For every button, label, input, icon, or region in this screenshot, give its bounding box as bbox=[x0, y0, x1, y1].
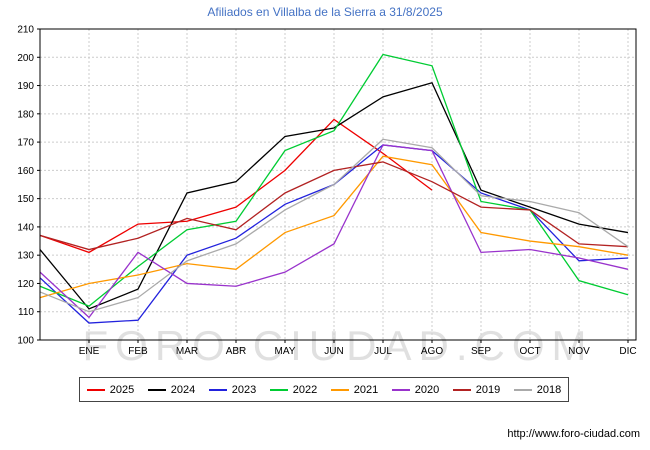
legend-label-2022: 2022 bbox=[292, 383, 318, 396]
y-tick-label: 190 bbox=[17, 81, 34, 92]
x-tick-label: AGO bbox=[421, 346, 443, 357]
series-line-2019 bbox=[39, 161, 629, 251]
x-tick-label: JUN bbox=[324, 346, 343, 357]
series-line-2025 bbox=[39, 118, 433, 254]
legend-swatch-2021 bbox=[330, 388, 349, 391]
chart-legend: 2025 2024 2023 2022 2021 2020 2019 2018 bbox=[79, 377, 569, 402]
series-line-2021 bbox=[39, 155, 629, 299]
legend-label-2020: 2020 bbox=[414, 383, 440, 396]
y-tick-label: 130 bbox=[17, 251, 34, 262]
legend-item-2023: 2023 bbox=[208, 383, 257, 396]
y-tick-label: 210 bbox=[17, 25, 34, 36]
legend-item-2020: 2020 bbox=[391, 383, 440, 396]
legend-label-2019: 2019 bbox=[475, 383, 501, 396]
y-tick-label: 170 bbox=[17, 138, 34, 149]
series-line-2022 bbox=[39, 53, 629, 307]
chart-title: Afiliados en Villalba de la Sierra a 31/… bbox=[207, 5, 443, 19]
series-line-2020 bbox=[39, 144, 629, 319]
legend-label-2018: 2018 bbox=[536, 383, 562, 396]
legend-item-2019: 2019 bbox=[452, 383, 501, 396]
legend-item-2021: 2021 bbox=[330, 383, 379, 396]
series-line-2018 bbox=[39, 138, 629, 313]
y-tick-label: 150 bbox=[17, 194, 34, 205]
y-tick-label: 140 bbox=[17, 222, 34, 233]
x-tick-label: NOV bbox=[568, 346, 590, 357]
y-tick-label: 120 bbox=[17, 279, 34, 290]
x-tick-label: ABR bbox=[226, 346, 247, 357]
x-tick-label: MAR bbox=[176, 346, 198, 357]
legend-label-2024: 2024 bbox=[170, 383, 196, 396]
plot-border bbox=[39, 28, 637, 341]
legend-swatch-2023 bbox=[208, 388, 227, 391]
x-tick-label: OCT bbox=[519, 346, 540, 357]
legend-swatch-2022 bbox=[269, 388, 288, 391]
legend-label-2023: 2023 bbox=[231, 383, 257, 396]
y-tick-label: 180 bbox=[17, 109, 34, 120]
x-tick-label: JUL bbox=[374, 346, 392, 357]
legend-item-2018: 2018 bbox=[513, 383, 562, 396]
legend-item-2022: 2022 bbox=[269, 383, 318, 396]
x-tick-label: MAY bbox=[275, 346, 296, 357]
legend-swatch-2019 bbox=[452, 388, 471, 391]
x-tick-label: FEB bbox=[128, 346, 148, 357]
x-tick-label: DIC bbox=[619, 346, 636, 357]
legend-item-2025: 2025 bbox=[86, 383, 135, 396]
legend-label-2021: 2021 bbox=[353, 383, 379, 396]
legend-swatch-2025 bbox=[86, 388, 105, 391]
legend-swatch-2018 bbox=[513, 388, 532, 391]
y-tick-label: 200 bbox=[17, 53, 34, 64]
footer-url[interactable]: http://www.foro-ciudad.com bbox=[507, 428, 640, 440]
x-tick-label: ENE bbox=[79, 346, 100, 357]
legend-label-2025: 2025 bbox=[109, 383, 135, 396]
watermark: FORO-CIUDAD.COM bbox=[83, 322, 594, 369]
legend-item-2024: 2024 bbox=[147, 383, 196, 396]
legend-swatch-2020 bbox=[391, 388, 410, 391]
y-tick-label: 110 bbox=[18, 307, 34, 318]
y-tick-label: 100 bbox=[17, 336, 34, 347]
x-tick-label: SEP bbox=[471, 346, 491, 357]
series-line-2024 bbox=[39, 81, 629, 310]
legend-swatch-2024 bbox=[147, 388, 166, 391]
y-tick-label: 160 bbox=[17, 166, 34, 177]
